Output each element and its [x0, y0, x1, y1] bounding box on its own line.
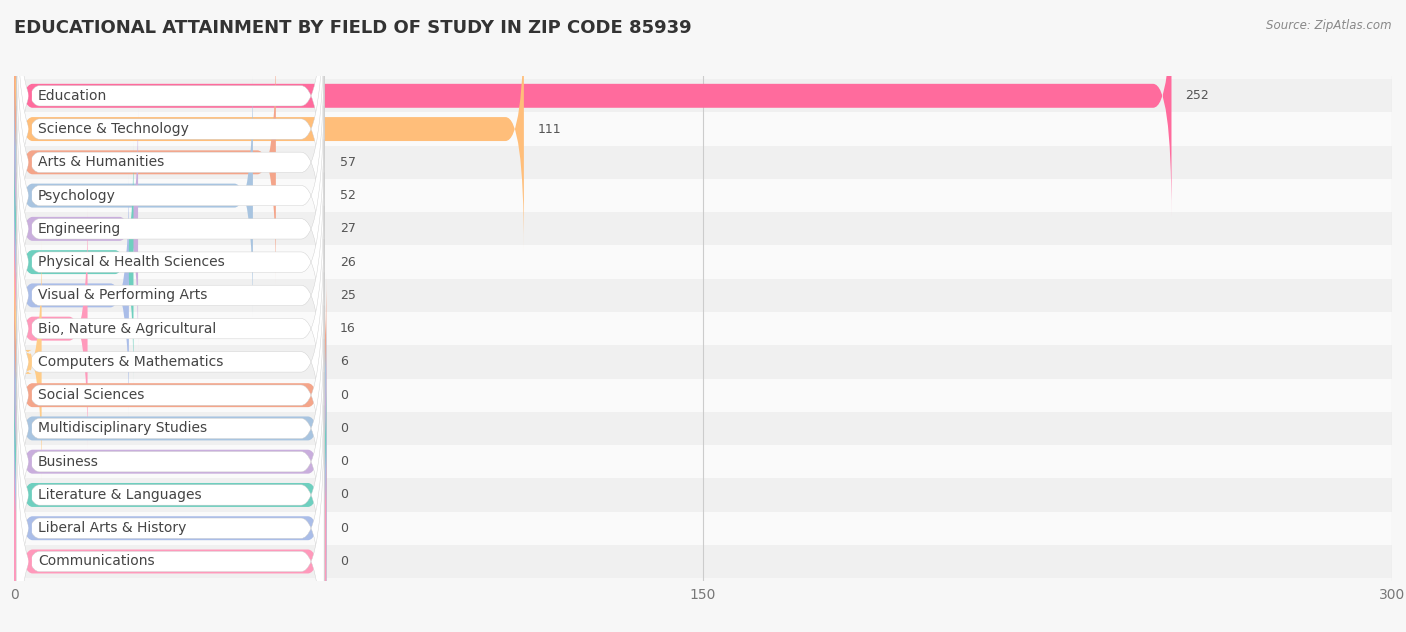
FancyBboxPatch shape: [14, 445, 1392, 478]
Text: Arts & Humanities: Arts & Humanities: [38, 155, 165, 169]
FancyBboxPatch shape: [17, 405, 325, 632]
FancyBboxPatch shape: [17, 6, 325, 319]
Circle shape: [30, 354, 31, 370]
Circle shape: [30, 155, 31, 170]
Text: Psychology: Psychology: [38, 188, 115, 203]
Text: Source: ZipAtlas.com: Source: ZipAtlas.com: [1267, 19, 1392, 32]
FancyBboxPatch shape: [14, 279, 1392, 312]
FancyBboxPatch shape: [17, 106, 325, 418]
Circle shape: [30, 421, 31, 436]
FancyBboxPatch shape: [14, 212, 1392, 245]
FancyBboxPatch shape: [14, 174, 129, 416]
FancyBboxPatch shape: [14, 274, 326, 516]
FancyBboxPatch shape: [17, 272, 325, 585]
Circle shape: [30, 387, 31, 403]
FancyBboxPatch shape: [14, 75, 253, 317]
FancyBboxPatch shape: [17, 239, 325, 551]
FancyBboxPatch shape: [14, 179, 1392, 212]
Text: 57: 57: [340, 156, 356, 169]
Text: Engineering: Engineering: [38, 222, 121, 236]
Text: 111: 111: [537, 123, 561, 135]
FancyBboxPatch shape: [14, 307, 326, 549]
Text: 0: 0: [340, 455, 349, 468]
Circle shape: [30, 188, 31, 204]
Text: Business: Business: [38, 454, 98, 469]
Text: Bio, Nature & Agricultural: Bio, Nature & Agricultural: [38, 322, 217, 336]
Text: Computers & Mathematics: Computers & Mathematics: [38, 355, 224, 369]
FancyBboxPatch shape: [14, 374, 326, 616]
FancyBboxPatch shape: [14, 412, 1392, 445]
FancyBboxPatch shape: [17, 339, 325, 632]
Text: 0: 0: [340, 422, 349, 435]
Text: Visual & Performing Arts: Visual & Performing Arts: [38, 288, 208, 302]
FancyBboxPatch shape: [17, 139, 325, 451]
Text: Liberal Arts & History: Liberal Arts & History: [38, 521, 187, 535]
Text: EDUCATIONAL ATTAINMENT BY FIELD OF STUDY IN ZIP CODE 85939: EDUCATIONAL ATTAINMENT BY FIELD OF STUDY…: [14, 19, 692, 37]
FancyBboxPatch shape: [14, 108, 138, 350]
FancyBboxPatch shape: [14, 341, 326, 583]
FancyBboxPatch shape: [14, 241, 42, 483]
FancyBboxPatch shape: [17, 73, 325, 385]
Text: 26: 26: [340, 255, 356, 269]
FancyBboxPatch shape: [17, 39, 325, 352]
FancyBboxPatch shape: [17, 0, 325, 285]
FancyBboxPatch shape: [14, 79, 1392, 112]
FancyBboxPatch shape: [14, 511, 1392, 545]
FancyBboxPatch shape: [17, 206, 325, 518]
FancyBboxPatch shape: [14, 207, 87, 450]
FancyBboxPatch shape: [14, 478, 1392, 511]
Text: 25: 25: [340, 289, 356, 302]
FancyBboxPatch shape: [17, 372, 325, 632]
FancyBboxPatch shape: [14, 112, 1392, 146]
Text: Communications: Communications: [38, 554, 155, 568]
FancyBboxPatch shape: [14, 441, 326, 632]
Text: Science & Technology: Science & Technology: [38, 122, 188, 136]
FancyBboxPatch shape: [14, 8, 524, 250]
FancyBboxPatch shape: [14, 379, 1392, 412]
Text: 16: 16: [340, 322, 356, 335]
FancyBboxPatch shape: [14, 0, 1171, 217]
FancyBboxPatch shape: [14, 312, 1392, 345]
Circle shape: [30, 554, 31, 569]
Circle shape: [30, 221, 31, 236]
FancyBboxPatch shape: [14, 141, 134, 383]
FancyBboxPatch shape: [14, 407, 326, 632]
Text: 252: 252: [1185, 89, 1209, 102]
Text: 0: 0: [340, 555, 349, 568]
Circle shape: [30, 454, 31, 470]
Circle shape: [30, 321, 31, 336]
Text: Social Sciences: Social Sciences: [38, 388, 145, 402]
Circle shape: [30, 288, 31, 303]
Text: 52: 52: [340, 189, 356, 202]
Text: Multidisciplinary Studies: Multidisciplinary Studies: [38, 422, 207, 435]
Text: 6: 6: [340, 355, 349, 368]
Circle shape: [30, 487, 31, 502]
Circle shape: [30, 88, 31, 104]
Circle shape: [30, 521, 31, 536]
FancyBboxPatch shape: [14, 245, 1392, 279]
Text: Literature & Languages: Literature & Languages: [38, 488, 201, 502]
Circle shape: [30, 254, 31, 270]
Text: 0: 0: [340, 389, 349, 402]
FancyBboxPatch shape: [14, 146, 1392, 179]
Circle shape: [30, 121, 31, 137]
FancyBboxPatch shape: [14, 41, 276, 283]
Text: 27: 27: [340, 222, 356, 235]
FancyBboxPatch shape: [17, 305, 325, 618]
Text: Physical & Health Sciences: Physical & Health Sciences: [38, 255, 225, 269]
Text: 0: 0: [340, 489, 349, 501]
Text: Education: Education: [38, 89, 107, 103]
Text: 0: 0: [340, 522, 349, 535]
FancyBboxPatch shape: [17, 173, 325, 485]
FancyBboxPatch shape: [17, 0, 325, 252]
FancyBboxPatch shape: [14, 545, 1392, 578]
FancyBboxPatch shape: [14, 345, 1392, 379]
